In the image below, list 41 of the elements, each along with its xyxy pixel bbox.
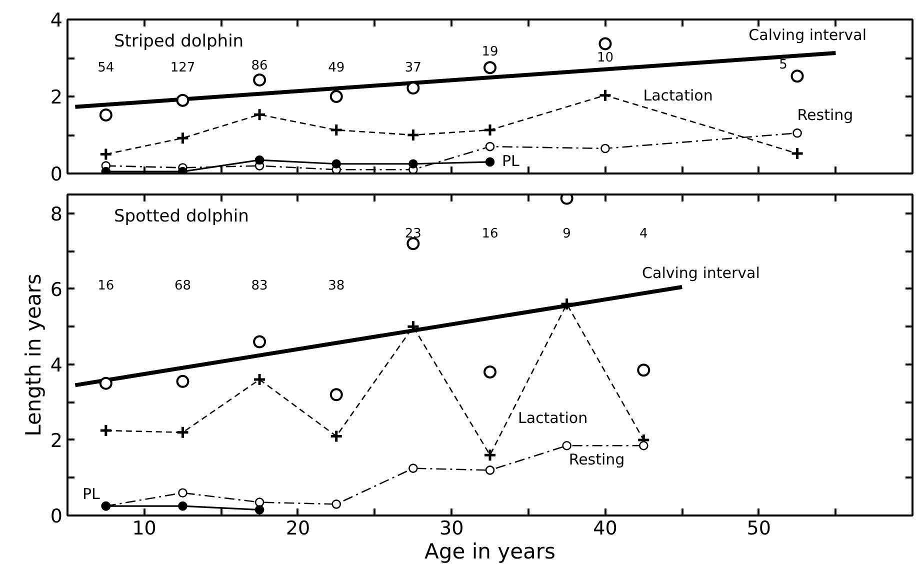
y-tick-label: 4	[50, 10, 63, 32]
annotation: 19	[482, 44, 498, 60]
annotation: 86	[251, 58, 268, 74]
annotation: 16	[482, 226, 498, 242]
y-tick-label: 6	[50, 278, 63, 301]
series-label: Lactation	[643, 86, 713, 104]
legend-label: Calving interval	[748, 26, 867, 44]
x-tick-label: 40	[593, 518, 618, 540]
y-tick-label: 8	[50, 203, 63, 226]
annotation: 127	[170, 60, 196, 76]
annotation: 4	[640, 226, 648, 242]
y-tick-label: 0	[50, 164, 63, 186]
series-label: Lactation	[518, 409, 588, 428]
annotation: 49	[328, 60, 345, 76]
text: Spotted dolphin	[114, 206, 249, 226]
annotation: 10	[596, 50, 614, 66]
annotation: 23	[404, 226, 422, 242]
annotation: 9	[562, 226, 571, 242]
annotation: 37	[404, 60, 422, 76]
y-tick-label: 2	[50, 430, 63, 452]
annotation: 5	[779, 58, 788, 72]
annotation: 16	[98, 278, 114, 294]
series-label: Resting	[568, 450, 625, 469]
y-axis-title: Length in years	[21, 274, 46, 436]
series-label: Resting	[797, 106, 854, 124]
text: Striped dolphin	[114, 32, 244, 52]
annotation: 68	[174, 278, 192, 294]
series-label: PL	[502, 152, 520, 170]
legend-label: PL	[82, 485, 101, 504]
x-tick-label: 20	[286, 518, 310, 540]
x-axis-title: Age in years	[424, 540, 556, 564]
x-tick-label: 50	[746, 518, 771, 540]
annotation: 38	[328, 278, 345, 294]
y-tick-label: 2	[50, 86, 63, 108]
y-tick-label: 0	[50, 506, 63, 528]
x-tick-label: 30	[440, 518, 464, 540]
x-tick-label: 10	[132, 518, 156, 540]
y-tick-label: 4	[50, 354, 63, 376]
annotation: 54	[98, 60, 114, 76]
series-label: Calving interval	[642, 264, 760, 282]
annotation: 83	[251, 278, 268, 294]
